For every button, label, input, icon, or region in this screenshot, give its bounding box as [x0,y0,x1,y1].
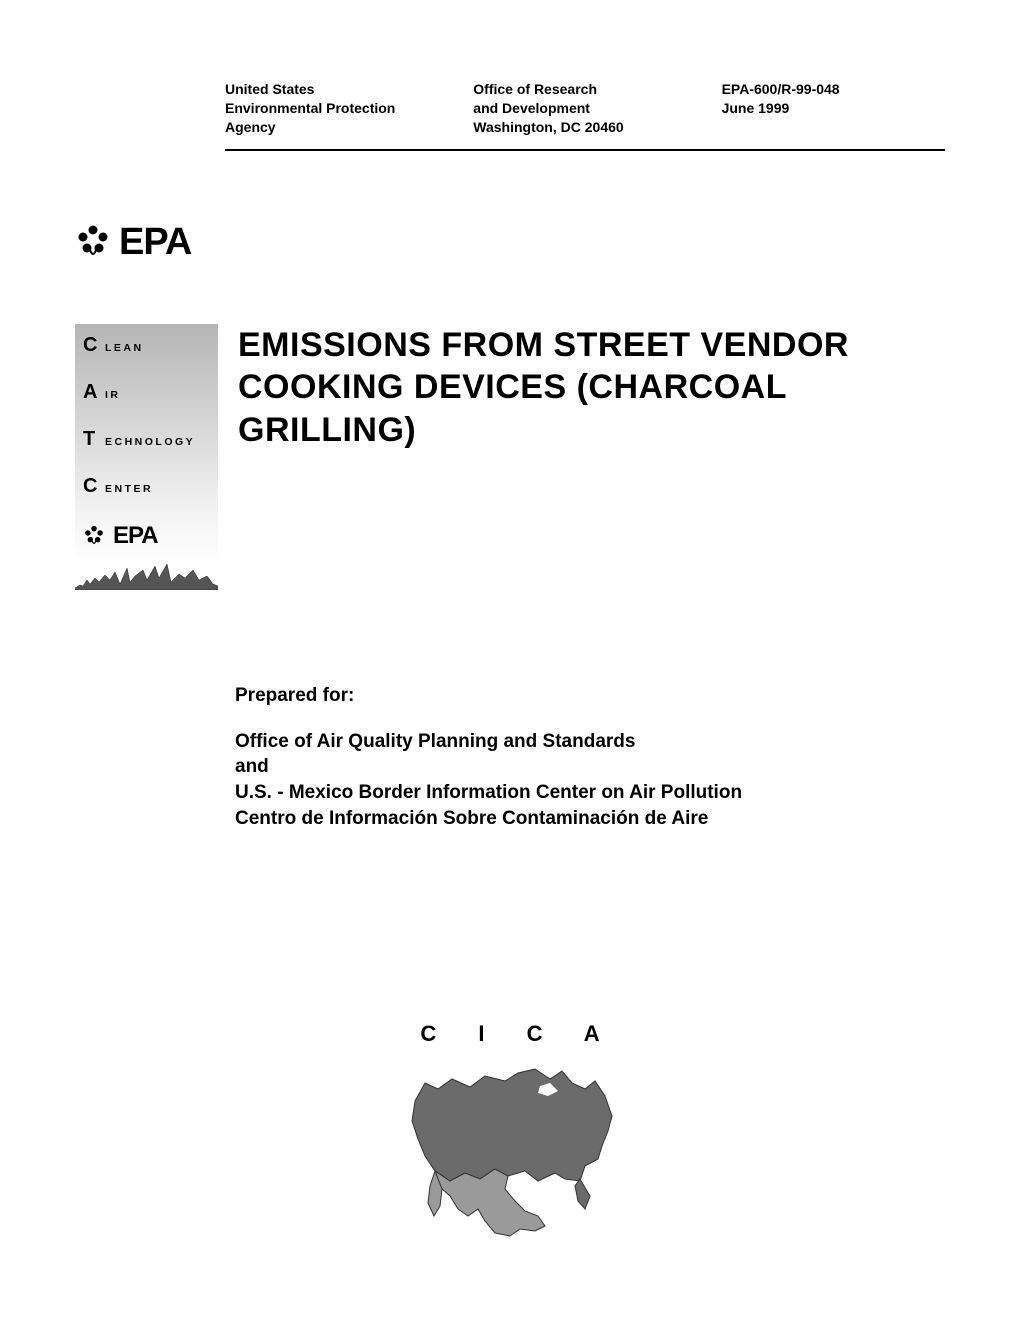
catc-line-center: C ENTER [83,475,212,498]
catc-initial: A [83,381,105,404]
header-docnum: EPA-600/R-99-048 June 1999 [722,80,945,137]
catc-line-tech: T ECHNOLOGY [83,428,212,451]
header-agency: United States Environmental Protection A… [225,80,473,137]
epa-logo: EPA [75,221,945,264]
catc-rest: LEAN [105,342,144,354]
document-header: United States Environmental Protection A… [75,80,945,137]
catc-initial: T [83,428,105,451]
prepared-line: and [235,754,945,780]
epa-logo-small: EPA [83,522,212,550]
header-rule [225,149,945,151]
agency-line: Environmental Protection [225,100,395,116]
prepared-line: Office of Air Quality Planning and Stand… [235,729,945,755]
doc-date: June 1999 [722,100,790,116]
prepared-line: U.S. - Mexico Border Information Center … [235,780,945,806]
us-mexico-map-icon [390,1061,630,1246]
catc-rest: IR [105,389,121,401]
doc-number: EPA-600/R-99-048 [722,81,840,97]
catc-line-clean: C LEAN [83,334,212,357]
prepared-line: Centro de Información Sobre Contaminació… [235,806,945,832]
catc-rest: ENTER [105,483,153,495]
epa-text: EPA [113,522,158,550]
skyline-icon [75,560,218,590]
catc-initial: C [83,475,105,498]
catc-initial: C [83,334,105,357]
office-line: Washington, DC 20460 [473,119,623,135]
document-title: EMISSIONS FROM STREET VENDOR COOKING DEV… [238,324,945,452]
catc-column: C LEAN A IR T ECHNOLOGY C ENTER [75,324,218,595]
cica-section: C I C A [75,1021,945,1246]
cica-label: C I C A [75,1021,945,1047]
catc-line-air: A IR [83,381,212,404]
agency-line: Agency [225,119,276,135]
epa-flower-icon [75,224,111,260]
epa-flower-icon [83,525,105,547]
prepared-label: Prepared for: [235,685,945,707]
header-office: Office of Research and Development Washi… [473,80,721,137]
catc-rest: ECHNOLOGY [105,436,195,448]
main-row: C LEAN A IR T ECHNOLOGY C ENTER [75,324,945,595]
office-line: and Development [473,100,590,116]
epa-logo-top: EPA [75,221,945,264]
epa-text: EPA [119,221,191,264]
catc-box: C LEAN A IR T ECHNOLOGY C ENTER [75,324,218,562]
prepared-for: Prepared for: Office of Air Quality Plan… [75,685,945,832]
agency-line: United States [225,81,314,97]
office-line: Office of Research [473,81,597,97]
